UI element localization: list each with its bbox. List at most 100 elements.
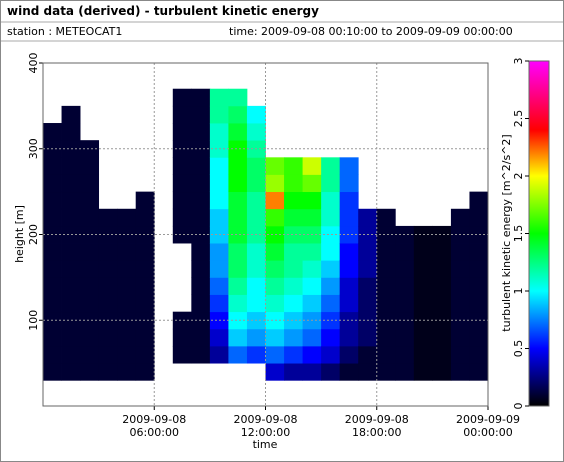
heat-cell — [358, 243, 378, 261]
heat-cell — [450, 345, 470, 364]
heat-cell — [98, 294, 118, 313]
heat-cell — [209, 260, 229, 278]
heat-cell — [172, 311, 192, 330]
colorbar-label: turbulent kinetic energy [m^2/s^2] — [500, 134, 513, 331]
chart-title: wind data (derived) - turbulent kinetic … — [7, 4, 319, 18]
heat-cell — [191, 157, 211, 175]
heat-cell — [172, 157, 192, 175]
heat-cell — [135, 363, 155, 381]
heat-cell — [265, 174, 285, 193]
heat-cell — [191, 174, 211, 193]
heat-cell — [117, 294, 137, 313]
heat-cell — [302, 157, 322, 175]
heat-cell — [321, 260, 341, 278]
heat-cell — [209, 123, 229, 141]
heat-cell — [228, 208, 248, 227]
heat-cell — [209, 88, 229, 107]
heat-cell — [376, 294, 396, 313]
heat-cell — [339, 225, 359, 244]
heat-cell — [172, 123, 192, 141]
heat-cell — [432, 328, 452, 347]
heat-cell — [43, 363, 62, 381]
heat-cell — [228, 225, 248, 244]
heat-cell — [395, 277, 415, 295]
heat-cell — [43, 157, 62, 175]
heat-cell — [339, 191, 359, 210]
y-tick-label: 100 — [27, 310, 40, 331]
heat-cell — [284, 260, 303, 278]
heat-cell — [43, 123, 62, 141]
heat-cell — [80, 191, 100, 210]
heat-cell — [339, 157, 359, 175]
heat-cell — [43, 243, 62, 261]
heat-cell — [284, 277, 303, 295]
heat-cell — [395, 243, 415, 261]
heat-cell — [469, 208, 489, 227]
heat-cell — [98, 260, 118, 278]
heat-cell — [191, 88, 211, 107]
colorbar-tick-label: 0 — [512, 403, 525, 410]
x-tick-label: 2009-09-08 06:00:00 — [122, 413, 187, 439]
colorbar-tick-label: 0.5 — [512, 340, 525, 358]
heat-cell — [450, 294, 470, 313]
heat-cell — [246, 208, 266, 227]
heat-cell — [209, 277, 229, 295]
heat-cell — [117, 208, 137, 227]
heat-cell — [265, 311, 285, 330]
heat-cell — [172, 191, 192, 210]
heat-cell — [469, 328, 489, 347]
heat-cell — [339, 345, 359, 364]
heat-cell — [302, 191, 322, 210]
heat-cell — [172, 140, 192, 158]
heat-cell — [98, 328, 118, 347]
heat-cell — [246, 345, 266, 364]
plot-frame — [42, 62, 489, 407]
heat-cell — [246, 243, 266, 261]
heat-cell — [284, 174, 303, 193]
heat-cell — [228, 123, 248, 141]
heat-cell — [43, 191, 62, 210]
heat-cell — [413, 294, 433, 313]
heat-cell — [228, 105, 248, 124]
heat-cell — [413, 260, 433, 278]
heat-cell — [265, 260, 285, 278]
heat-cell — [432, 311, 452, 330]
heat-cell — [376, 260, 396, 278]
heat-cell — [413, 243, 433, 261]
heat-cell — [43, 294, 62, 313]
heat-cell — [358, 277, 378, 295]
colorbar-tick-label: 1.5 — [512, 225, 525, 243]
heat-cell — [80, 174, 100, 193]
heat-cell — [228, 260, 248, 278]
heat-cell — [117, 328, 137, 347]
heat-cell — [302, 345, 322, 364]
heat-cell — [191, 277, 211, 295]
heat-cell — [432, 225, 452, 244]
heat-cell — [98, 363, 118, 381]
heat-cell — [191, 123, 211, 141]
heat-cell — [246, 294, 266, 313]
heat-cell — [228, 174, 248, 193]
heat-cell — [80, 260, 100, 278]
heat-cell — [284, 328, 303, 347]
heat-cell — [358, 363, 378, 381]
heat-cell — [358, 328, 378, 347]
heat-cell — [209, 157, 229, 175]
heat-cell — [228, 157, 248, 175]
heat-cell — [61, 174, 81, 193]
heat-cell — [302, 208, 322, 227]
heat-cell — [450, 208, 470, 227]
heat-cell — [246, 105, 266, 124]
heat-cell — [228, 328, 248, 347]
heat-cell — [80, 345, 100, 364]
heat-cell — [321, 363, 341, 381]
heat-cell — [302, 363, 322, 381]
heat-cell — [376, 208, 396, 227]
heat-cell — [117, 363, 137, 381]
heat-cell — [339, 294, 359, 313]
heat-cell — [43, 174, 62, 193]
heat-cell — [265, 243, 285, 261]
heat-cell — [358, 294, 378, 313]
heat-cell — [321, 311, 341, 330]
heat-cell — [413, 363, 433, 381]
